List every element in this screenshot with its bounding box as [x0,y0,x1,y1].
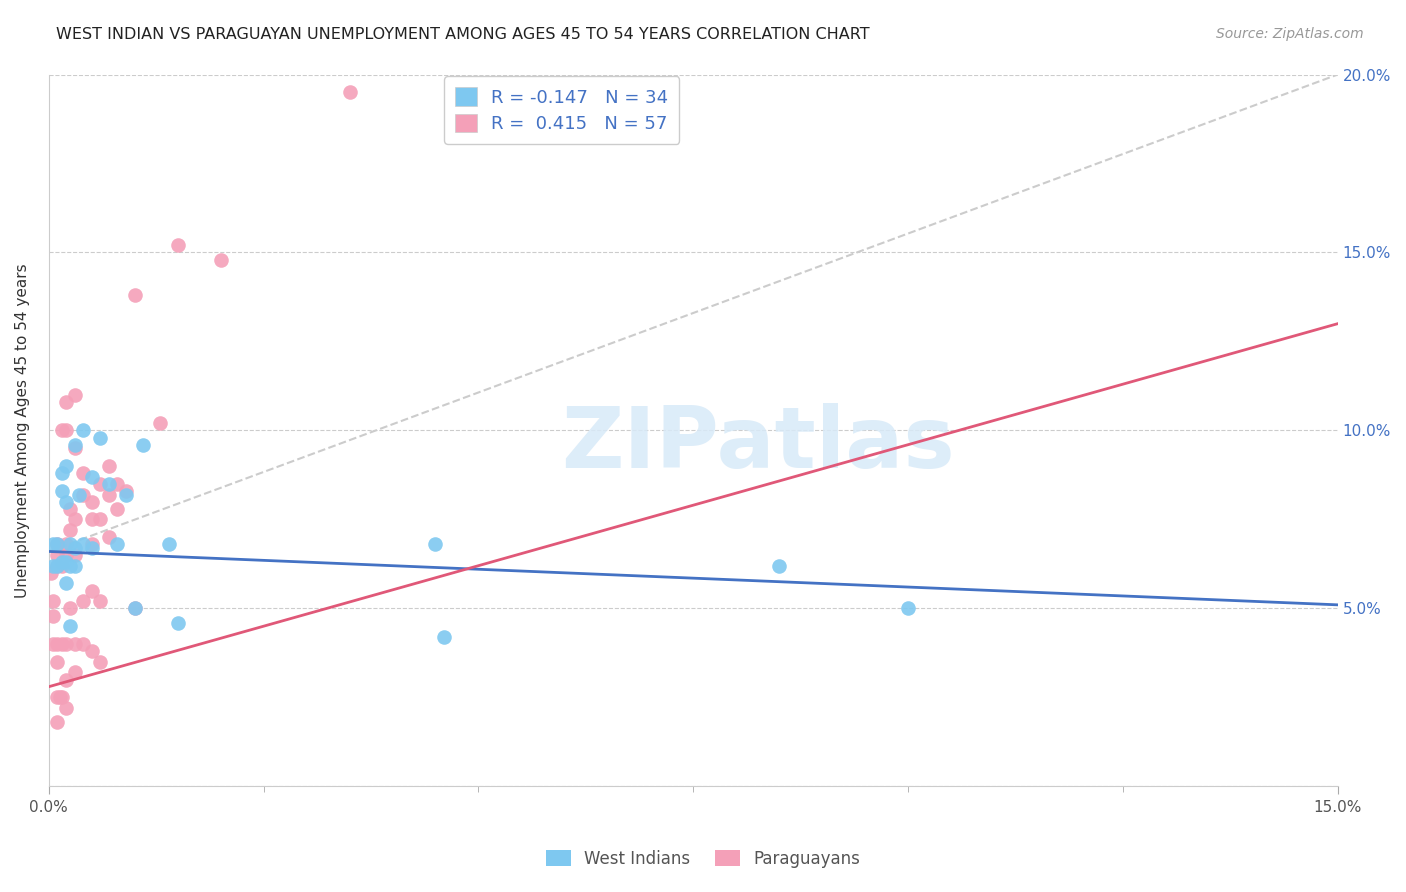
Point [166,238,188,252]
Point [55,637,77,651]
Point [166,615,188,630]
Point [51,466,73,480]
Point [97,458,120,473]
Point [124,288,146,302]
Point [339,85,361,99]
Point [63,438,86,452]
Point [124,601,146,615]
Point [42,537,65,551]
Point [51,558,73,573]
Point [51,690,73,705]
Point [55,424,77,438]
Point [63,548,86,562]
Point [51,637,73,651]
Text: WEST INDIAN VS PARAGUAYAN UNEMPLOYMENT AMONG AGES 45 TO 54 YEARS CORRELATION CHA: WEST INDIAN VS PARAGUAYAN UNEMPLOYMENT A… [56,27,870,42]
Point [42,558,65,573]
Point [42,594,65,608]
Point [63,512,86,526]
Text: Source: ZipAtlas.com: Source: ZipAtlas.com [1216,27,1364,41]
Point [107,537,129,551]
Point [433,630,456,644]
Point [46,690,69,705]
Point [41,566,63,580]
Point [124,601,146,615]
Point [63,541,86,555]
Point [63,442,86,456]
Point [59,501,82,516]
Point [55,537,77,551]
Point [55,395,77,409]
Point [49,690,72,705]
Point [107,476,129,491]
Point [89,594,111,608]
Point [42,637,65,651]
Point [63,558,86,573]
Point [80,512,103,526]
Point [132,438,155,452]
Point [72,466,94,480]
Point [55,458,77,473]
Point [55,576,77,591]
Point [89,431,111,445]
Text: ZIPatlas: ZIPatlas [561,403,955,486]
Point [63,388,86,402]
Point [80,537,103,551]
Legend: West Indians, Paraguayans: West Indians, Paraguayans [538,844,868,875]
Point [72,637,94,651]
Point [72,537,94,551]
Point [59,558,82,573]
Point [46,537,69,551]
Point [80,583,103,598]
Point [97,530,120,544]
Point [46,558,69,573]
Point [425,537,447,551]
Point [51,483,73,498]
Point [42,608,65,623]
Point [89,655,111,669]
Point [63,637,86,651]
Point [55,494,77,508]
Point [59,601,82,615]
Point [768,558,790,573]
Point [89,512,111,526]
Point [55,701,77,715]
Point [59,537,82,551]
Point [80,644,103,658]
Point [80,469,103,483]
Point [51,555,73,569]
Point [59,523,82,537]
Point [209,252,232,267]
Point [55,673,77,687]
Point [67,487,90,501]
Point [46,715,69,730]
Point [59,619,82,633]
Point [55,548,77,562]
Point [107,501,129,516]
Legend: R = -0.147   N = 34, R =  0.415   N = 57: R = -0.147 N = 34, R = 0.415 N = 57 [444,77,679,144]
Point [63,665,86,680]
Point [89,476,111,491]
Point [97,476,120,491]
Point [149,417,172,431]
Point [72,594,94,608]
Point [115,483,138,498]
Point [72,424,94,438]
Point [97,487,120,501]
Point [80,494,103,508]
Point [46,637,69,651]
Point [46,655,69,669]
Point [46,548,69,562]
Point [46,537,69,551]
Y-axis label: Unemployment Among Ages 45 to 54 years: Unemployment Among Ages 45 to 54 years [15,263,30,598]
Point [46,558,69,573]
Point [115,487,138,501]
Point [80,541,103,555]
Point [897,601,920,615]
Point [72,487,94,501]
Point [55,555,77,569]
Point [51,424,73,438]
Point [157,537,180,551]
